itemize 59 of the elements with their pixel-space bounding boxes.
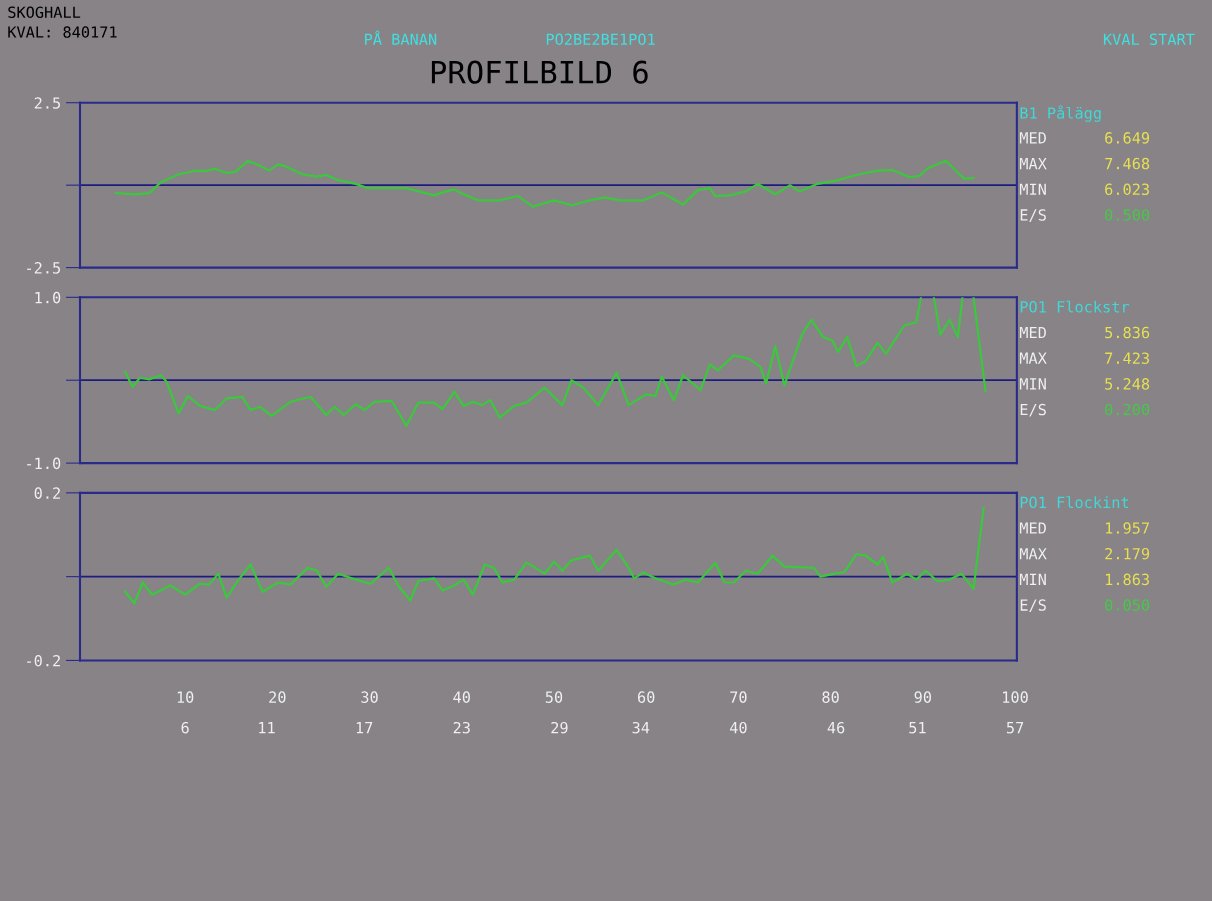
x-tick-label: 70: [730, 691, 747, 703]
text: 1.863: [1105, 573, 1149, 586]
x-tick-label: 60: [637, 691, 655, 703]
text: MAX: [1019, 158, 1047, 170]
y-tick-label: -1.0: [27, 457, 61, 470]
text: PO1 Flockint: [1020, 496, 1129, 509]
x2-tick-label: 46: [827, 721, 845, 734]
text: PÅ BANAN: [365, 30, 437, 45]
y-tick-label: -2.5: [27, 262, 61, 274]
text: PO1 Flockstr: [1020, 300, 1130, 313]
text: MED: [1019, 326, 1046, 339]
y-tick-label: 0.2: [34, 487, 60, 499]
x2-tick-label: 17: [356, 722, 373, 734]
x2-tick-label: 34: [632, 721, 650, 734]
y-tick-label: 1.0: [35, 291, 61, 304]
text: 5.248: [1105, 378, 1150, 390]
text: 0.200: [1105, 403, 1150, 416]
x-tick-label: 30: [361, 691, 378, 703]
text: E/S: [1020, 599, 1046, 613]
text: 5.836: [1105, 326, 1150, 339]
text: 2.179: [1105, 547, 1150, 560]
x-tick-label: 40: [453, 691, 470, 703]
text: MED: [1019, 132, 1046, 144]
text: SKOGHALL: [8, 6, 81, 18]
x2-tick-label: 57: [1006, 722, 1024, 734]
text: E/S: [1020, 403, 1046, 417]
text: 7.468: [1105, 157, 1150, 170]
x2-tick-label: 23: [453, 721, 470, 734]
y-tick-label: 2.5: [34, 97, 61, 109]
text: 0.500: [1105, 209, 1150, 221]
text: MIN: [1019, 573, 1046, 585]
text: KVAL START: [1103, 33, 1195, 46]
text: 1.957: [1105, 522, 1149, 534]
text: PO2BE2BE1PO1: [546, 33, 655, 46]
text: MIN: [1019, 378, 1046, 390]
x2-tick-label: 6: [181, 721, 189, 734]
x2-tick-label: 51: [909, 722, 926, 734]
text: 7.423: [1105, 352, 1149, 364]
x2-tick-label: 11: [259, 722, 275, 734]
text: 6.023: [1105, 183, 1149, 196]
text: MED: [1019, 522, 1046, 534]
chart-title: PROFILBILD 6: [431, 60, 648, 84]
x-tick-label: 100: [1003, 691, 1028, 703]
x2-tick-label: 29: [551, 721, 568, 734]
text: 0.050: [1105, 599, 1150, 611]
y-tick-label: -0.2: [27, 654, 60, 667]
x2-tick-label: 40: [729, 721, 747, 734]
x-tick-label: 90: [914, 691, 932, 703]
text: MIN: [1019, 183, 1046, 195]
x-tick-label: 50: [545, 691, 563, 703]
x-tick-label: 10: [177, 691, 194, 703]
text: KVAL: 840171: [8, 26, 117, 38]
text: 6.649: [1105, 132, 1150, 144]
text: B1 Pålägg: [1020, 105, 1101, 122]
text: E/S: [1020, 209, 1046, 222]
text: MAX: [1019, 548, 1047, 560]
text: MAX: [1019, 352, 1047, 364]
x-tick-label: 80: [822, 691, 839, 703]
x-tick-label: 20: [269, 691, 286, 703]
